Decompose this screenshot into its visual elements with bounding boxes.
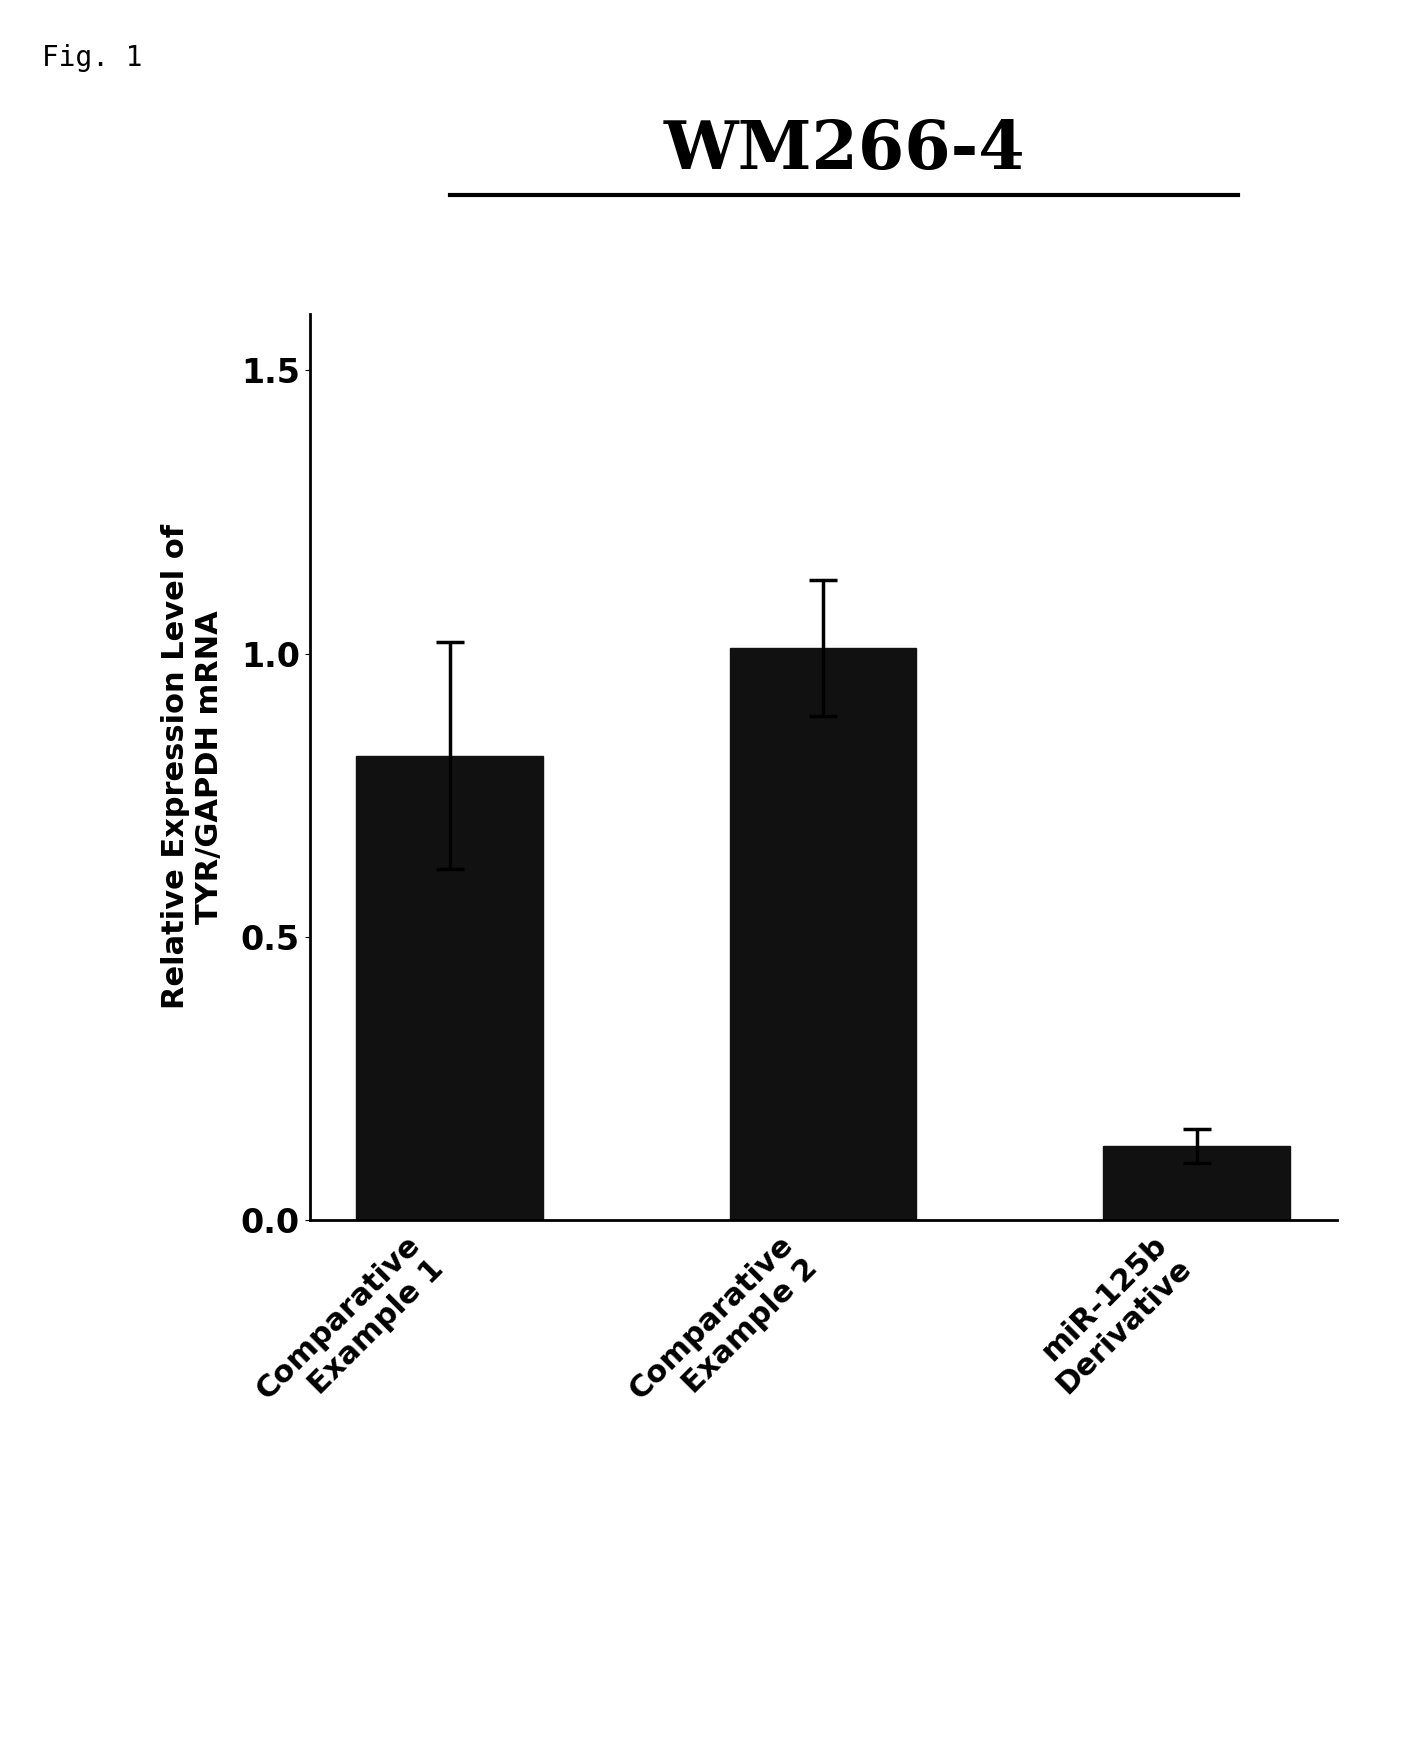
Text: WM266-4: WM266-4 [663,119,1026,183]
Bar [356,756,543,1220]
Bar [1103,1147,1290,1220]
Text: Fig. 1: Fig. 1 [42,44,142,71]
Bar [730,648,916,1220]
Y-axis label: Relative Expression Level of
TYR/GAPDH mRNA: Relative Expression Level of TYR/GAPDH m… [162,525,224,1009]
